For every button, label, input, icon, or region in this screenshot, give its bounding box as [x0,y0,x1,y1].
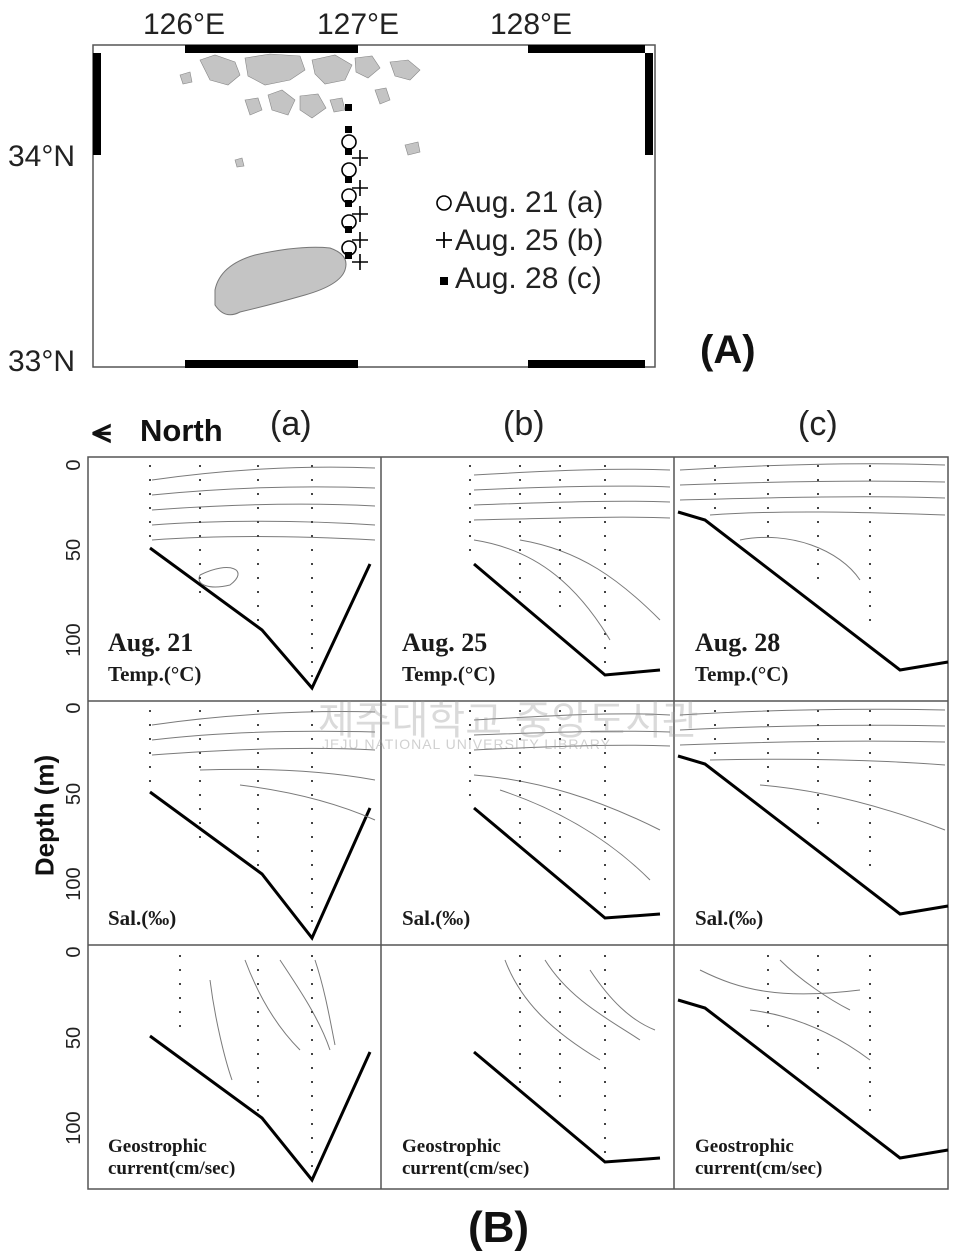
svg-text:100: 100 [63,623,85,656]
temp-label-a: Temp.(°C) [108,662,202,686]
temp-label-b: Temp.(°C) [402,662,496,686]
lat-label-34: 34°N [8,140,76,173]
date-label-c: Aug. 28 [695,628,781,657]
north-label: North [140,413,223,448]
column-label-a: (a) [270,405,312,443]
north-arrow-icon: ⪪ [92,412,112,450]
date-label-a: Aug. 21 [108,628,194,657]
axis-bar-bottom [528,360,645,368]
legend-square-icon [440,277,448,285]
legend-plus-icon [436,232,452,248]
islands-north [179,53,421,168]
lat-label-33: 33°N [8,345,76,378]
svg-text:100: 100 [63,1111,85,1144]
axis-bar-right [645,53,653,155]
contours [151,463,946,1081]
map-frame [92,44,656,368]
geo-label-b: Geostrophic current(cm/sec) [402,1136,530,1179]
legend-label-b: Aug. 25 (b) [455,224,604,257]
svg-text:100: 100 [63,867,85,900]
svg-text:50: 50 [63,783,85,805]
axis-bar-left [93,53,101,155]
column-label-b: (b) [503,405,545,443]
legend-circle-icon [436,195,452,211]
section-grid: 0 50 100 0 50 100 0 50 100 [63,456,949,1190]
panel-label-a: (A) [700,328,756,372]
svg-text:0: 0 [63,946,85,957]
column-label-c: (c) [798,405,838,443]
map-border [92,44,656,368]
geo-label-c: Geostrophic current(cm/sec) [695,1136,823,1179]
legend-label-c: Aug. 28 (c) [455,262,602,295]
depth-ticks: 0 50 100 0 50 100 0 50 100 [63,459,85,1144]
svg-text:0: 0 [63,459,85,470]
seabed-lines [149,510,949,1183]
axis-bar-top [185,45,358,53]
temp-label-c: Temp.(°C) [695,662,789,686]
geo-label-a: Geostrophic current(cm/sec) [108,1136,236,1179]
lon-label-126: 126°E [143,8,226,41]
station-dots [149,465,871,1175]
watermark-text: 제주대학교 중앙도서관 [318,698,699,744]
lon-label-128: 128°E [490,8,573,41]
sal-label-b: Sal.(‰) [402,906,471,930]
axis-bar-top [528,45,645,53]
jeju-island [214,246,347,316]
watermark-sub: JEJU NATIONAL UNIVERSITY LIBRARY [322,736,611,752]
sal-label-a: Sal.(‰) [108,906,177,930]
date-label-b: Aug. 25 [402,628,488,657]
panel-label-b: (B) [468,1203,530,1252]
lon-label-127: 127°E [317,8,400,41]
stations-square [345,104,352,259]
axis-bar-bottom [185,360,358,368]
legend-label-a: Aug. 21 (a) [455,186,604,219]
sal-label-c: Sal.(‰) [695,906,764,930]
svg-text:0: 0 [63,702,85,713]
section-border [87,456,949,1190]
svg-text:50: 50 [63,1027,85,1049]
svg-text:50: 50 [63,539,85,561]
